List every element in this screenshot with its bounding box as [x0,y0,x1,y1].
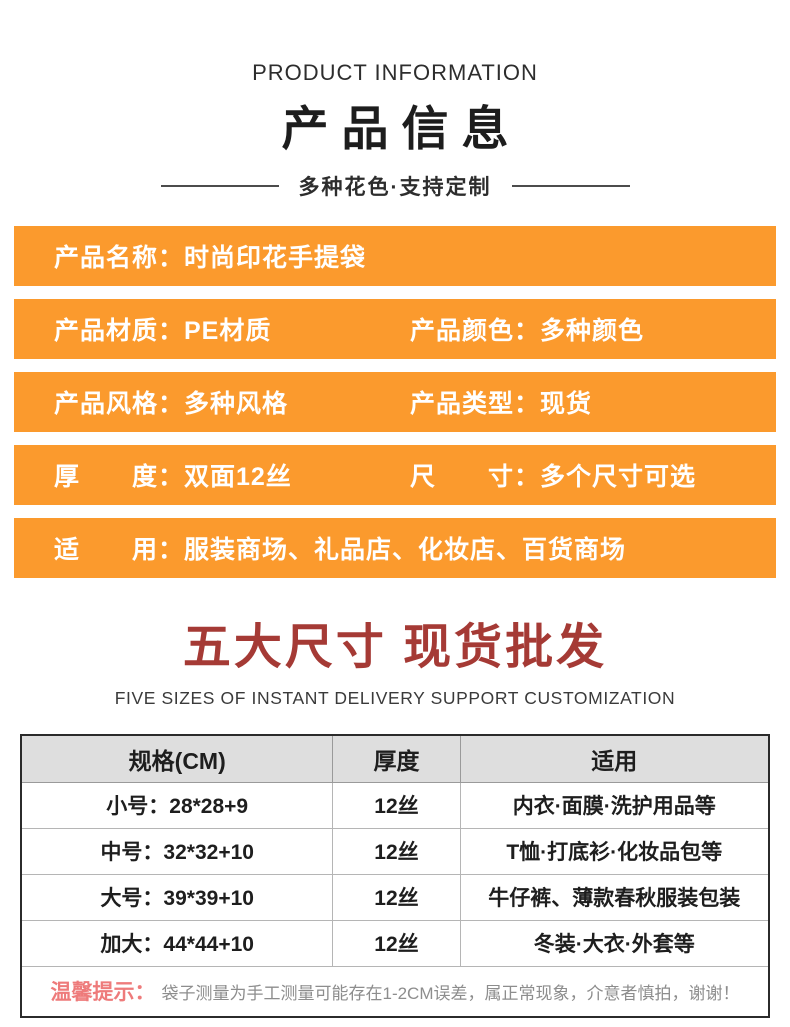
page-header: PRODUCT INFORMATION 产品信息 多种花色·支持定制 [0,0,790,201]
spec-bar-usage: 适 用：服装商场、礼品店、化妆店、百货商场 [14,518,776,578]
cell-spec: 加大：44*44+10 [20,919,334,967]
table-row: 中号：32*32+10 12丝 T恤·打底衫·化妆品包等 [20,827,770,875]
header-subtitle-row: 多种花色·支持定制 [0,171,790,201]
spec-color: 产品颜色：多种颜色 [410,317,645,345]
spec-material: 产品材质：PE材质 [54,317,272,345]
subtitle-left-rule [160,185,279,187]
note-cell: 温馨提示： 袋子测量为手工测量可能存在1-2CM误差，属正常现象，介意者慎拍，谢谢… [20,965,770,1018]
sizes-subtitle: FIVE SIZES OF INSTANT DELIVERY SUPPORT C… [114,688,676,708]
spec-thickness: 厚 度：双面12丝 [54,463,292,491]
spec-bar-name: 产品名称：时尚印花手提袋 [14,226,776,286]
cell-usage: 内衣·面膜·洗护用品等 [459,781,770,829]
spec-bar-style-type: 产品风格：多种风格 产品类型：现货 [14,372,776,432]
cell-spec: 小号：28*28+9 [20,781,334,829]
col-header-thickness: 厚度 [332,734,461,783]
table-row: 小号：28*28+9 12丝 内衣·面膜·洗护用品等 [20,781,770,829]
spec-usage: 适 用：服装商场、礼品店、化妆店、百货商场 [54,536,627,564]
cell-thickness: 12丝 [332,781,461,829]
cell-spec: 大号：39*39+10 [20,873,334,921]
table-header-row: 规格(CM) 厚度 适用 [20,734,770,783]
cell-spec: 中号：32*32+10 [20,827,334,875]
table-row: 加大：44*44+10 12丝 冬装·大衣·外套等 [20,919,770,967]
header-eyebrow: PRODUCT INFORMATION [252,60,538,85]
sizes-section-header: 五大尺寸 现货批发 FIVE SIZES OF INSTANT DELIVERY… [0,607,790,709]
spec-size: 尺 寸：多个尺寸可选 [410,463,697,491]
spec-bar-material-color: 产品材质：PE材质 产品颜色：多种颜色 [14,299,776,359]
cell-thickness: 12丝 [332,827,461,875]
spec-type: 产品类型：现货 [410,390,593,418]
cell-thickness: 12丝 [332,919,461,967]
table-row: 大号：39*39+10 12丝 牛仔裤、薄款春秋服装包装 [20,873,770,921]
header-subtitle: 多种花色·支持定制 [298,176,492,199]
table-note-row: 温馨提示： 袋子测量为手工测量可能存在1-2CM误差，属正常现象，介意者慎拍，谢谢… [20,965,770,1018]
cell-usage: 牛仔裤、薄款春秋服装包装 [459,873,770,921]
note-label: 温馨提示： [50,981,156,1005]
subtitle-right-rule [511,185,630,187]
spec-bars: 产品名称：时尚印花手提袋 产品材质：PE材质 产品颜色：多种颜色 产品风格：多种… [14,226,776,578]
col-header-usage: 适用 [459,734,770,783]
cell-thickness: 12丝 [332,873,461,921]
cell-usage: 冬装·大衣·外套等 [459,919,770,967]
sizes-table: 规格(CM) 厚度 适用 小号：28*28+9 12丝 内衣·面膜·洗护用品等 … [20,734,770,1018]
spec-bar-thickness-size: 厚 度：双面12丝 尺 寸：多个尺寸可选 [14,445,776,505]
note-text: 袋子测量为手工测量可能存在1-2CM误差，属正常现象，介意者慎拍，谢谢！ [161,984,740,1004]
cell-usage: T恤·打底衫·化妆品包等 [459,827,770,875]
spec-style: 产品风格：多种风格 [54,390,289,418]
page-title: 产品信息 [281,102,522,155]
col-header-spec: 规格(CM) [20,734,334,783]
spec-product-name: 产品名称：时尚印花手提袋 [54,244,367,272]
sizes-title: 五大尺寸 现货批发 [182,621,608,674]
